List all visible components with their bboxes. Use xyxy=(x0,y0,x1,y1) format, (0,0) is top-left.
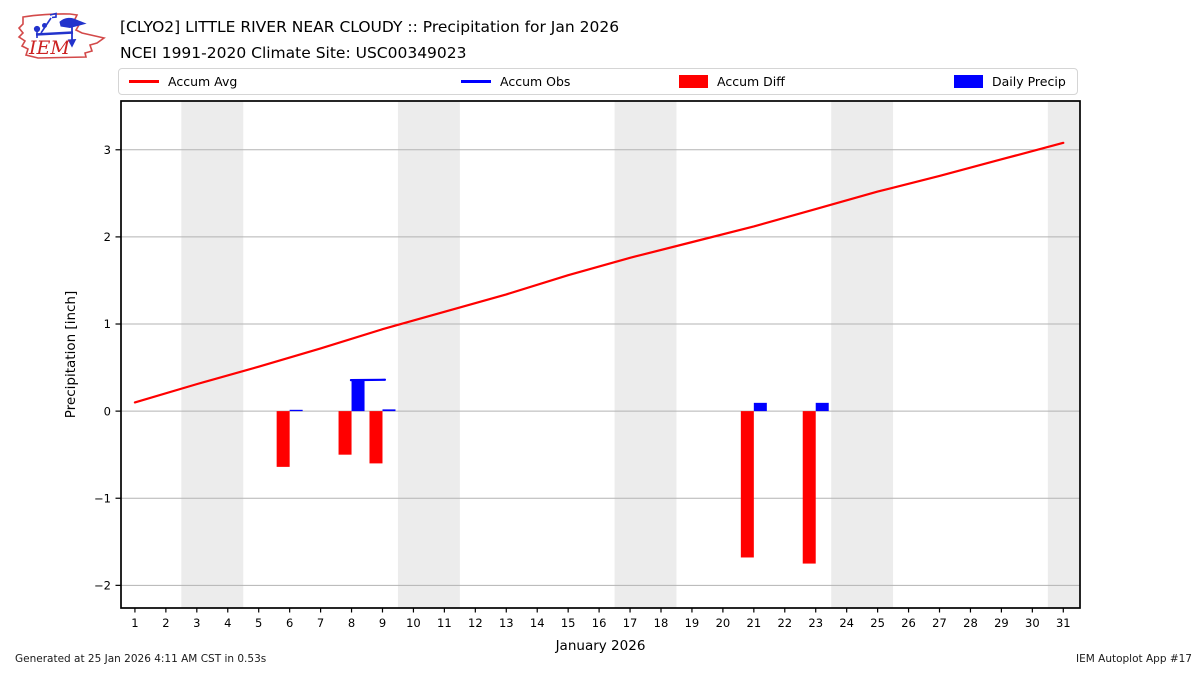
plot-border xyxy=(120,100,1081,609)
xtick-label-2: 2 xyxy=(162,616,169,630)
legend-label: Accum Avg xyxy=(168,74,238,89)
legend-item-accum-avg: Accum Avg xyxy=(129,69,237,94)
xtick-label-16: 16 xyxy=(592,616,607,630)
daily-precip-bar-day-9 xyxy=(382,409,396,412)
ytick-label-1: 1 xyxy=(104,317,111,331)
xtick-label-6: 6 xyxy=(286,616,293,630)
xtick-label-29: 29 xyxy=(994,616,1009,630)
weekend-band-3 xyxy=(831,101,894,608)
xtick-label-10: 10 xyxy=(406,616,421,630)
legend-label: Accum Obs xyxy=(500,74,571,89)
legend-label: Accum Diff xyxy=(717,74,785,89)
accum-diff-bar-day-8 xyxy=(338,411,352,455)
xtick-label-30: 30 xyxy=(1025,616,1040,630)
xtick-label-9: 9 xyxy=(379,616,386,630)
xtick-label-7: 7 xyxy=(317,616,324,630)
accum-diff-bar-day-9 xyxy=(369,411,383,464)
xtick-label-23: 23 xyxy=(808,616,823,630)
daily-precip-bar-day-23 xyxy=(815,402,829,412)
iowa-outline-weathervane-icon: IEM xyxy=(17,12,106,59)
generated-timestamp: Generated at 25 Jan 2026 4:11 AM CST in … xyxy=(15,653,267,665)
legend-item-accum-obs: Accum Obs xyxy=(461,69,570,94)
legend-swatch-line-icon xyxy=(129,80,159,83)
x-axis-label: January 2026 xyxy=(555,638,646,654)
xtick-label-12: 12 xyxy=(468,616,483,630)
iem-logo-text: IEM xyxy=(28,37,70,59)
xtick-label-8: 8 xyxy=(348,616,355,630)
legend-label: Daily Precip xyxy=(992,74,1066,89)
ytick-label--1: −1 xyxy=(94,491,111,505)
legend-item-daily-precip: Daily Precip xyxy=(954,69,1066,94)
ytick-label--2: −2 xyxy=(94,579,111,593)
xtick-label-17: 17 xyxy=(623,616,638,630)
weekend-band-0 xyxy=(181,101,244,608)
accum-avg-line-0 xyxy=(133,141,1065,404)
xtick-label-15: 15 xyxy=(561,616,576,630)
xtick-label-5: 5 xyxy=(255,616,262,630)
title-block: [CLYO2] LITTLE RIVER NEAR CLOUDY :: Prec… xyxy=(120,14,619,66)
y-axis-label: Precipitation [inch] xyxy=(63,291,79,419)
legend-swatch-patch-icon xyxy=(954,75,983,88)
ytick-label-0: 0 xyxy=(104,404,111,418)
ytick-label-3: 3 xyxy=(104,143,111,157)
xtick-label-28: 28 xyxy=(963,616,978,630)
chart-subtitle: NCEI 1991-2020 Climate Site: USC00349023 xyxy=(120,44,467,62)
xtick-label-1: 1 xyxy=(131,616,138,630)
xtick-label-25: 25 xyxy=(870,616,885,630)
daily-precip-bar-day-21 xyxy=(753,402,767,412)
xtick-label-24: 24 xyxy=(839,616,854,630)
xtick-label-19: 19 xyxy=(685,616,700,630)
xtick-label-31: 31 xyxy=(1056,616,1071,630)
legend-item-accum-diff: Accum Diff xyxy=(679,69,785,94)
legend: Accum Avg Accum Obs Accum Diff Daily Precip xyxy=(118,68,1078,95)
accum-diff-bar-day-23 xyxy=(802,411,816,564)
daily-precip-bar-day-6 xyxy=(289,409,303,412)
legend-swatch-patch-icon xyxy=(679,75,708,88)
chart-title: [CLYO2] LITTLE RIVER NEAR CLOUDY :: Prec… xyxy=(120,18,620,36)
weekend-band-1 xyxy=(397,101,460,608)
xtick-label-14: 14 xyxy=(530,616,545,630)
weekend-band-2 xyxy=(614,101,677,608)
xtick-label-13: 13 xyxy=(499,616,514,630)
xtick-label-21: 21 xyxy=(747,616,762,630)
accum-diff-bar-day-21 xyxy=(740,411,754,558)
xtick-label-11: 11 xyxy=(437,616,452,630)
iem-logo: IEM xyxy=(10,7,112,63)
xtick-label-26: 26 xyxy=(901,616,916,630)
xtick-label-18: 18 xyxy=(654,616,669,630)
ytick-label-2: 2 xyxy=(104,230,111,244)
xtick-label-20: 20 xyxy=(716,616,731,630)
xtick-label-27: 27 xyxy=(932,616,947,630)
weekend-band-4 xyxy=(1047,101,1080,608)
daily-precip-bar-day-8 xyxy=(351,380,365,412)
accum-diff-bar-day-6 xyxy=(276,411,290,467)
legend-swatch-line-icon xyxy=(461,80,491,83)
xtick-label-22: 22 xyxy=(777,616,792,630)
xtick-label-3: 3 xyxy=(193,616,200,630)
xtick-label-4: 4 xyxy=(224,616,231,630)
app-credit: IEM Autoplot App #17 xyxy=(1076,653,1192,665)
